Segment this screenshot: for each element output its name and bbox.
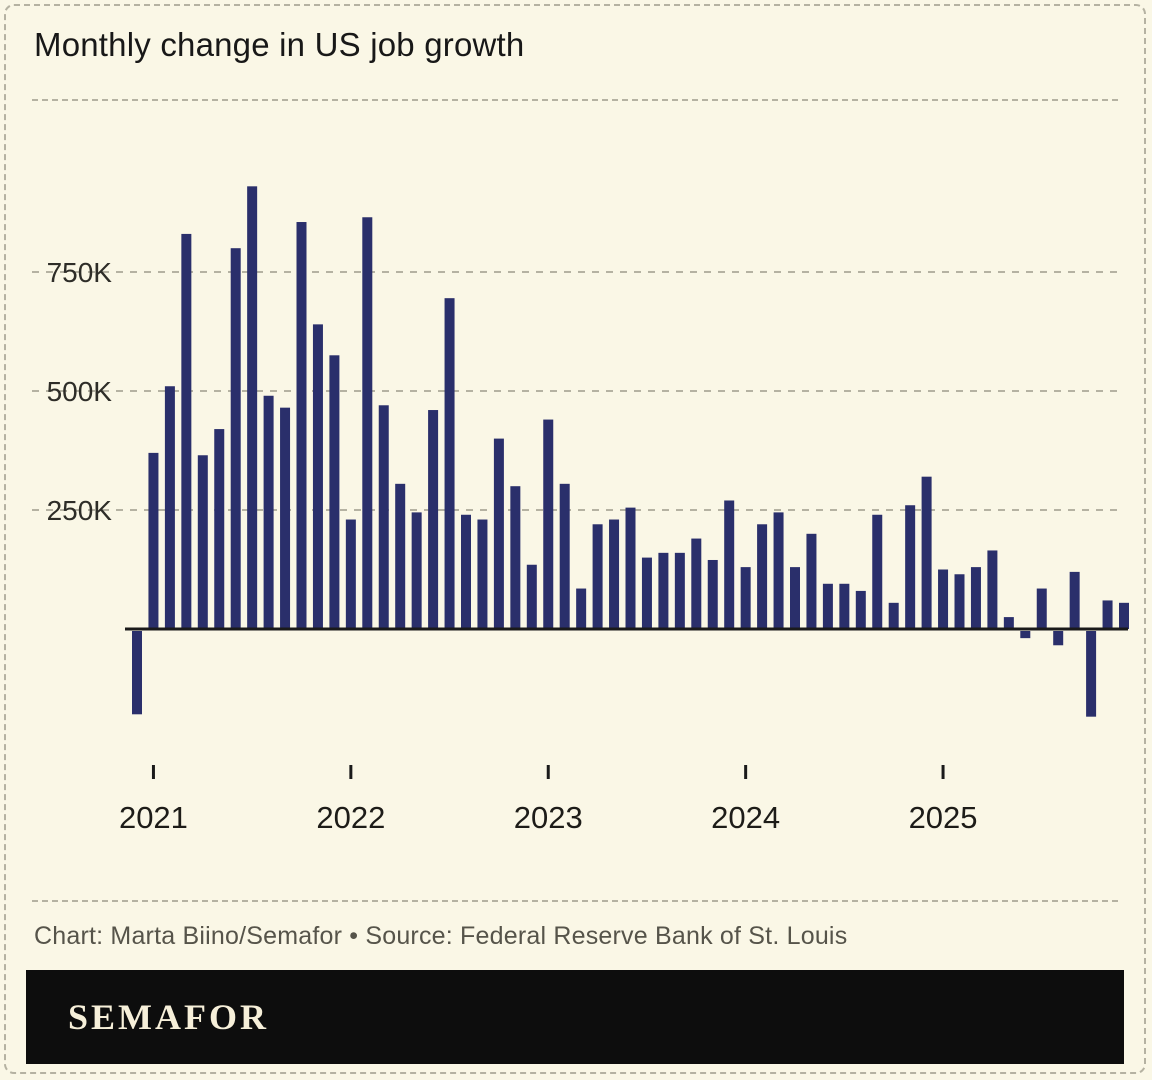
separator-top bbox=[32, 99, 1118, 101]
svg-text:2022: 2022 bbox=[316, 800, 385, 835]
svg-text:750K: 750K bbox=[47, 257, 113, 288]
chart-title: Monthly change in US job growth bbox=[34, 26, 525, 63]
svg-text:2025: 2025 bbox=[909, 800, 978, 835]
chart-card: Monthly change in US job growth 250K 500K… bbox=[4, 4, 1146, 1074]
bar-chart: 250K 500K 750K 2021 2022 2023 2024 2025 bbox=[32, 186, 1129, 835]
semafor-logo: SEMAFOR bbox=[68, 997, 269, 1037]
svg-text:2021: 2021 bbox=[119, 800, 188, 835]
separator-bottom bbox=[32, 900, 1118, 902]
svg-text:2024: 2024 bbox=[711, 800, 780, 835]
svg-text:250K: 250K bbox=[47, 495, 113, 526]
svg-text:2023: 2023 bbox=[514, 800, 583, 835]
brand-bar: SEMAFOR bbox=[26, 970, 1124, 1064]
svg-text:500K: 500K bbox=[47, 376, 113, 407]
chart-caption: Chart: Marta Biino/Semafor • Source: Fed… bbox=[34, 922, 848, 950]
